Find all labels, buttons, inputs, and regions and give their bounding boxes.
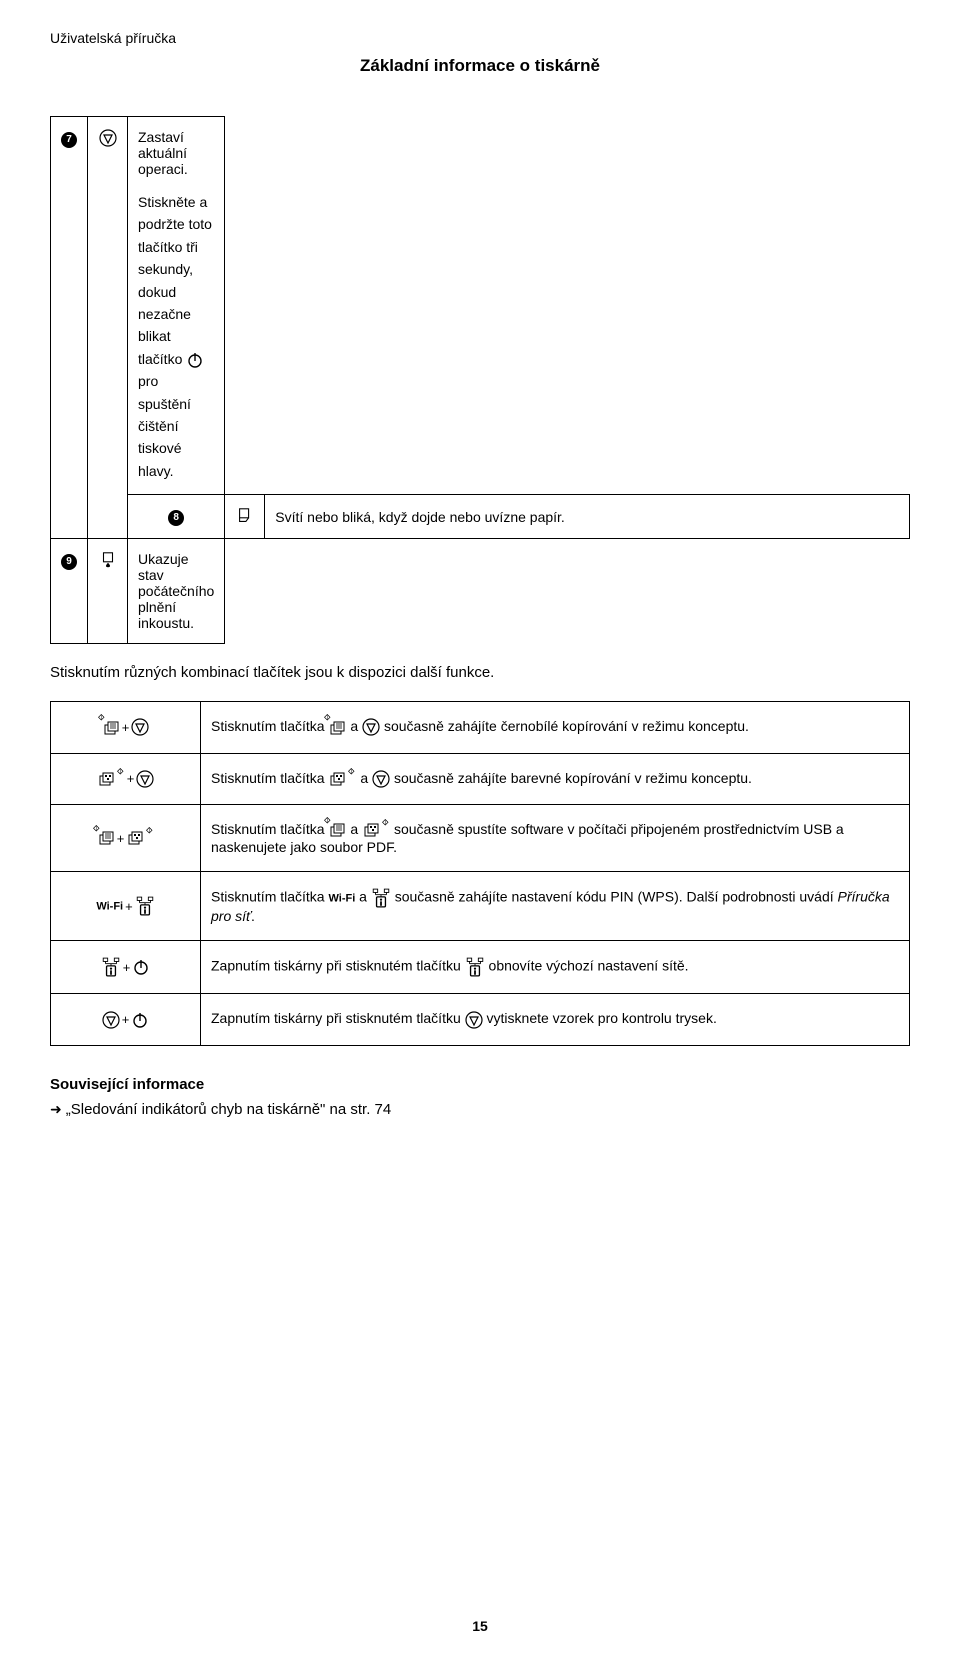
diamond-icon <box>144 825 154 835</box>
related-info-header: Související informace <box>50 1076 910 1093</box>
stop-icon <box>99 129 117 147</box>
row-number: 7 <box>51 117 88 539</box>
stop-icon <box>136 770 154 788</box>
combo-left: + <box>51 702 201 753</box>
power-icon <box>132 958 150 976</box>
network-info-icon <box>465 957 485 977</box>
row-icon <box>225 495 265 539</box>
page-number: 15 <box>50 1618 910 1634</box>
combo-desc: Zapnutím tiskárny při stisknutém tlačítk… <box>201 994 910 1045</box>
num-7: 7 <box>61 132 77 148</box>
text-line-2: Stiskněte a podržte toto tlačítko tři se… <box>138 191 214 482</box>
network-info-icon <box>371 888 391 908</box>
related-link-line: ➜„Sledování indikátorů chyb na tiskárně"… <box>50 1101 910 1118</box>
related-link-text[interactable]: „Sledování indikátorů chyb na tiskárně" … <box>66 1101 392 1118</box>
combo-desc: Stisknutím tlačítka Wi-Fi a současně zah… <box>201 872 910 941</box>
stop-icon <box>372 770 390 788</box>
network-info-icon <box>101 957 121 977</box>
text-line-1: Zastaví aktuální operaci. <box>138 129 214 177</box>
paper-icon <box>236 507 254 525</box>
row-icon <box>88 539 128 644</box>
copy-color-icon <box>126 829 144 847</box>
diamond-icon <box>115 766 125 776</box>
diamond-icon <box>322 815 332 825</box>
combo-left: + <box>51 804 201 871</box>
power-icon <box>131 1011 149 1029</box>
combo-desc: Stisknutím tlačítka a současně spustíte … <box>201 804 910 871</box>
combo-intro-text: Stisknutím různých kombinací tlačítek js… <box>50 664 910 681</box>
ink-icon <box>99 551 117 569</box>
combo-desc: Stisknutím tlačítka a současně zahájíte … <box>201 753 910 804</box>
stop-icon <box>465 1011 483 1029</box>
stop-icon <box>102 1011 120 1029</box>
row-text: Ukazuje stav počátečního plnění inkoustu… <box>128 539 225 644</box>
combo-left: + <box>51 994 201 1045</box>
row-text: Svítí nebo bliká, když dojde nebo uvízne… <box>265 495 910 539</box>
copy-color-icon <box>328 770 346 788</box>
num-9: 9 <box>61 554 77 570</box>
num-8: 8 <box>168 510 184 526</box>
wifi-text: Wi-Fi <box>96 901 123 913</box>
section-title: Základní informace o tiskárně <box>50 56 910 76</box>
combo-left: + <box>51 753 201 804</box>
button-description-table: 7 Zastaví aktuální operaci. Stiskněte a … <box>50 116 910 644</box>
combo-left: + <box>51 941 201 994</box>
row-icon <box>88 117 128 539</box>
row-number: 9 <box>51 539 88 644</box>
copy-color-icon <box>97 770 115 788</box>
manual-header: Uživatelská příručka <box>50 30 910 46</box>
row-number: 8 <box>128 495 225 539</box>
row-text: Zastaví aktuální operaci. Stiskněte a po… <box>128 117 225 495</box>
stop-icon <box>131 718 149 736</box>
arrow-icon: ➜ <box>50 1101 62 1117</box>
diamond-icon <box>380 817 390 827</box>
stop-icon <box>362 718 380 736</box>
diamond-icon <box>346 766 356 776</box>
diamond-icon <box>96 712 106 722</box>
diamond-icon <box>91 823 101 833</box>
combo-left: Wi-Fi+ <box>51 872 201 941</box>
combo-desc: Zapnutím tiskárny při stisknutém tlačítk… <box>201 941 910 994</box>
wifi-text-inline: Wi-Fi <box>328 893 355 905</box>
combo-table: + Stisknutím tlačítka a současně zahájít… <box>50 701 910 1046</box>
power-icon <box>186 351 204 369</box>
combo-desc: Stisknutím tlačítka a současně zahájíte … <box>201 702 910 753</box>
copy-color-icon <box>362 821 380 839</box>
diamond-icon <box>322 712 332 722</box>
network-info-icon <box>135 896 155 916</box>
